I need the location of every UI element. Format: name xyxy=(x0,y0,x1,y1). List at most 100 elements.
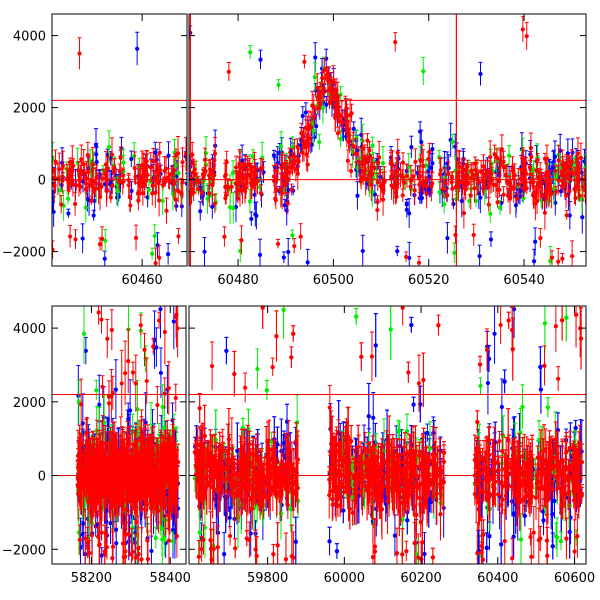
data-point xyxy=(488,237,494,242)
data-point xyxy=(488,211,493,216)
data-point xyxy=(290,144,295,150)
data-point xyxy=(245,167,250,172)
data-point xyxy=(104,188,109,194)
data-point xyxy=(404,207,409,212)
data-point xyxy=(97,402,102,407)
data-point xyxy=(289,187,294,192)
data-point xyxy=(149,251,155,256)
data-point xyxy=(226,69,231,74)
data-point xyxy=(511,185,517,191)
data-point xyxy=(351,143,356,149)
data-point xyxy=(325,75,331,80)
data-point xyxy=(578,155,583,160)
data-point xyxy=(158,370,164,376)
data-point xyxy=(533,239,538,244)
data-point xyxy=(53,159,58,164)
data-point xyxy=(378,183,383,189)
data-point xyxy=(516,181,521,187)
data-point xyxy=(443,181,448,186)
data-point xyxy=(543,172,549,177)
data-point xyxy=(531,259,537,264)
data-point xyxy=(335,131,341,136)
data-point xyxy=(346,129,351,134)
data-point xyxy=(194,178,200,183)
data-point xyxy=(203,151,209,156)
data-point xyxy=(327,100,332,105)
data-point xyxy=(446,171,451,176)
data-point xyxy=(248,50,253,55)
data-point xyxy=(110,183,115,189)
data-point xyxy=(118,155,123,161)
data-point xyxy=(222,174,228,179)
data-point xyxy=(483,173,488,178)
data-point xyxy=(528,180,533,185)
data-point xyxy=(518,189,523,194)
data-point xyxy=(202,249,207,254)
data-point xyxy=(478,71,483,77)
data-point xyxy=(143,164,148,169)
data-point xyxy=(102,256,107,261)
data-point xyxy=(375,207,380,213)
x-tick-label: 60540 xyxy=(503,273,544,288)
data-point xyxy=(438,172,443,177)
data-point xyxy=(354,135,359,140)
data-point xyxy=(380,197,386,202)
data-point xyxy=(103,171,108,176)
data-point xyxy=(416,260,422,265)
data-point xyxy=(306,123,312,128)
data-point xyxy=(513,203,519,208)
data-point xyxy=(227,205,233,210)
data-point xyxy=(524,34,529,39)
data-point xyxy=(160,404,165,409)
data-point xyxy=(77,537,82,542)
data-point xyxy=(580,215,585,220)
data-point xyxy=(156,198,162,203)
data-point xyxy=(395,249,400,254)
data-point xyxy=(146,187,151,192)
data-point xyxy=(312,135,317,140)
data-point xyxy=(324,102,329,107)
data-point xyxy=(258,57,263,62)
data-point xyxy=(74,183,79,188)
data-point xyxy=(427,149,432,154)
data-point xyxy=(94,175,99,180)
data-point xyxy=(570,170,575,175)
data-point xyxy=(339,114,344,120)
data-point xyxy=(300,150,305,155)
data-point xyxy=(412,188,417,193)
data-point xyxy=(127,194,132,200)
data-point xyxy=(52,175,57,180)
data-point xyxy=(203,168,208,174)
data-point xyxy=(305,260,310,265)
data-point xyxy=(158,307,163,312)
data-point xyxy=(247,162,252,167)
data-point xyxy=(257,252,263,257)
data-point xyxy=(523,170,528,176)
data-point xyxy=(109,152,115,157)
data-point xyxy=(579,197,585,202)
data-point xyxy=(510,165,515,170)
data-point xyxy=(120,541,126,546)
data-point xyxy=(96,186,101,191)
data-point xyxy=(142,182,147,187)
data-point xyxy=(290,233,295,238)
data-point xyxy=(162,329,167,335)
data-point xyxy=(518,176,523,182)
data-point xyxy=(313,55,318,60)
data-point xyxy=(369,182,374,187)
data-point xyxy=(83,205,88,210)
data-point xyxy=(320,75,325,81)
data-point xyxy=(471,232,476,238)
data-point xyxy=(143,420,148,425)
data-point xyxy=(375,180,380,185)
data-point xyxy=(400,173,405,178)
data-point xyxy=(133,235,139,240)
data-point xyxy=(249,216,254,221)
data-point xyxy=(81,331,87,336)
data-point xyxy=(258,190,264,196)
data-point xyxy=(421,69,426,74)
data-point xyxy=(135,407,140,412)
data-point xyxy=(129,188,134,193)
data-point xyxy=(67,174,72,179)
data-point xyxy=(409,145,414,150)
